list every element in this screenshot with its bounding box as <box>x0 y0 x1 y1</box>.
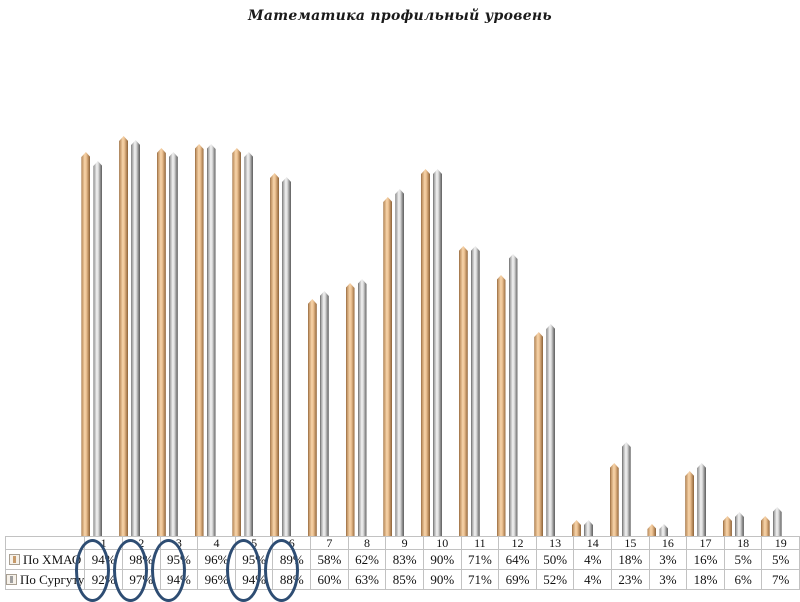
bar-hmao-6 <box>270 173 280 536</box>
value-cell-surgut-11: 71% <box>460 569 500 590</box>
bar-hmao-18 <box>722 516 732 536</box>
circle-annotation-2 <box>113 539 149 602</box>
category-header-9: 9 <box>385 536 424 550</box>
value-cell-surgut-8: 63% <box>347 569 387 590</box>
bar-hmao-19 <box>760 516 770 536</box>
bar-hmao-17 <box>685 471 695 536</box>
legend-key-icon <box>9 553 21 565</box>
bar-surgut-1 <box>93 161 103 536</box>
category-header-17: 17 <box>686 536 725 550</box>
chart-title: Математика профильный уровень <box>248 8 552 24</box>
category-header-10: 10 <box>422 536 462 550</box>
bar-hmao-8 <box>345 283 355 536</box>
bar-surgut-2 <box>131 140 141 536</box>
value-cell-hmao-4: 96% <box>197 549 236 570</box>
bar-hmao-2 <box>119 136 129 536</box>
bar-hmao-12 <box>496 275 506 536</box>
value-cell-hmao-15: 18% <box>611 549 650 570</box>
series-name: По ХМАО <box>23 551 82 567</box>
category-header-13: 13 <box>535 536 575 550</box>
category-header-19: 19 <box>761 536 800 550</box>
bar-hmao-3 <box>156 148 166 536</box>
bar-surgut-18 <box>734 512 744 536</box>
bar-hmao-14 <box>571 520 581 536</box>
bar-hmao-11 <box>458 246 468 536</box>
circle-annotation-6 <box>264 539 300 602</box>
category-header-7: 7 <box>310 536 349 550</box>
bar-surgut-4 <box>206 144 216 536</box>
series-name: По Сургуту <box>20 571 85 587</box>
bar-surgut-16 <box>659 524 669 536</box>
value-cell-surgut-19: 7% <box>761 569 800 590</box>
value-cell-hmao-18: 5% <box>723 549 763 570</box>
circle-annotation-3 <box>150 539 186 602</box>
bar-surgut-10 <box>433 169 443 536</box>
value-cell-surgut-17: 18% <box>686 569 725 590</box>
category-header-11: 11 <box>460 536 500 550</box>
category-header-12: 12 <box>498 536 537 550</box>
value-cell-hmao-17: 16% <box>686 549 725 570</box>
bar-surgut-7 <box>319 291 329 536</box>
bar-surgut-8 <box>357 279 367 536</box>
value-cell-surgut-7: 60% <box>310 569 349 590</box>
bar-surgut-17 <box>697 463 707 536</box>
value-cell-hmao-9: 83% <box>385 549 424 570</box>
value-cell-hmao-7: 58% <box>310 549 349 570</box>
bar-hmao-13 <box>534 332 544 536</box>
bar-hmao-5 <box>232 148 242 536</box>
bar-hmao-4 <box>194 144 204 536</box>
legend-cell-hmao: По ХМАО <box>4 549 86 570</box>
value-cell-hmao-11: 71% <box>460 549 500 570</box>
value-cell-surgut-9: 85% <box>385 569 424 590</box>
category-header-8: 8 <box>347 536 387 550</box>
category-header-16: 16 <box>648 536 688 550</box>
value-cell-hmao-14: 4% <box>573 549 613 570</box>
bar-hmao-10 <box>421 169 431 536</box>
bar-surgut-3 <box>168 152 178 536</box>
bar-surgut-14 <box>583 520 593 536</box>
value-cell-hmao-10: 90% <box>422 549 462 570</box>
value-cell-hmao-13: 50% <box>535 549 575 570</box>
category-header-18: 18 <box>723 536 763 550</box>
category-header-15: 15 <box>611 536 650 550</box>
category-header-4: 4 <box>197 536 236 550</box>
bar-hmao-1 <box>81 152 91 536</box>
table-corner-cell <box>4 536 86 550</box>
bar-hmao-9 <box>383 197 393 536</box>
value-cell-surgut-4: 96% <box>197 569 236 590</box>
legend-key-icon <box>6 573 17 585</box>
bar-surgut-6 <box>282 177 292 536</box>
bar-surgut-5 <box>244 152 254 536</box>
bar-hmao-7 <box>307 299 317 536</box>
bar-surgut-9 <box>395 189 405 536</box>
value-cell-surgut-18: 6% <box>723 569 763 590</box>
value-cell-hmao-12: 64% <box>498 549 537 570</box>
bar-hmao-16 <box>647 524 657 536</box>
value-cell-surgut-15: 23% <box>611 569 650 590</box>
value-cell-surgut-14: 4% <box>573 569 613 590</box>
bar-surgut-12 <box>508 254 518 536</box>
value-cell-surgut-10: 90% <box>422 569 462 590</box>
value-cell-surgut-12: 69% <box>498 569 537 590</box>
legend-cell-surgut: По Сургуту <box>4 569 86 590</box>
bar-surgut-11 <box>470 246 480 536</box>
value-cell-hmao-8: 62% <box>347 549 387 570</box>
bar-surgut-13 <box>546 324 556 536</box>
value-cell-hmao-19: 5% <box>761 549 800 570</box>
category-header-14: 14 <box>573 536 613 550</box>
bar-surgut-19 <box>772 507 782 536</box>
value-cell-hmao-16: 3% <box>648 549 688 570</box>
bar-hmao-15 <box>609 463 619 536</box>
value-cell-surgut-16: 3% <box>648 569 688 590</box>
bar-surgut-15 <box>621 442 631 536</box>
value-cell-surgut-13: 52% <box>535 569 575 590</box>
